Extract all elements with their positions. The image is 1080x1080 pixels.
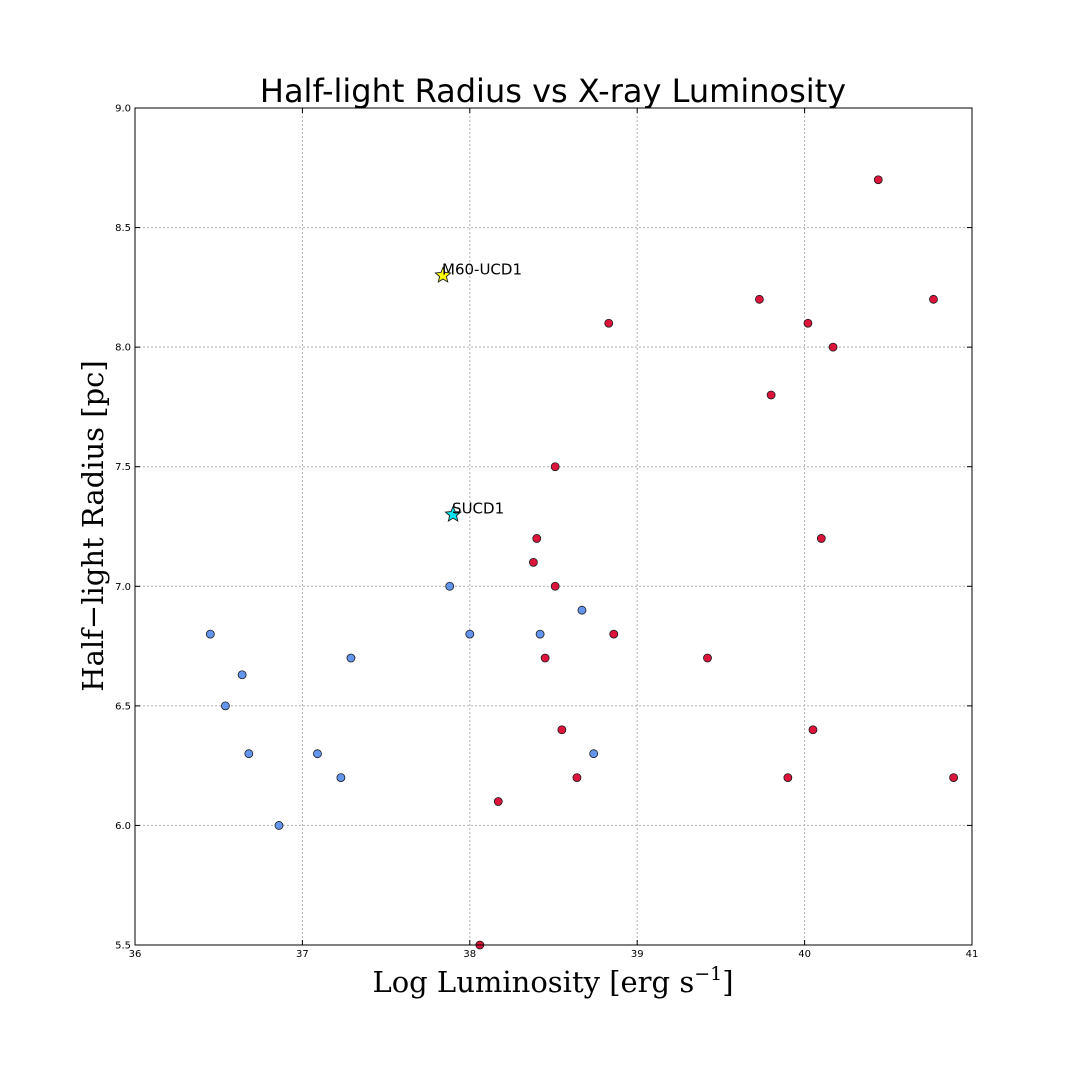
series-2-point xyxy=(755,294,764,304)
plot-frame xyxy=(134,107,973,946)
series-1-point xyxy=(465,629,475,639)
series-2-point xyxy=(766,390,776,400)
series-2-point xyxy=(550,462,560,472)
x-tick-label: 40 xyxy=(798,949,811,960)
annotations: M60-UCD1 SUCD1 xyxy=(434,260,522,522)
series-1-point xyxy=(336,773,346,782)
series-1-point xyxy=(535,629,545,639)
x-tick-label: 37 xyxy=(296,949,309,960)
y-axis-ticks: 5.5 6.0 6.5 7.0 7.5 8.0 8.5 9.0 xyxy=(115,104,972,952)
x-axis-label-exponent: −1 xyxy=(694,963,722,985)
series-1-point xyxy=(205,629,215,639)
x-axis-label-main: Log Luminosity [erg s xyxy=(372,965,694,999)
x-axis-label: Log Luminosity [erg s−1] xyxy=(372,963,733,999)
series-2-point xyxy=(803,318,813,328)
y-tick-label: 8.0 xyxy=(115,343,131,354)
series-2-point xyxy=(609,629,619,639)
series-1-point xyxy=(577,605,587,615)
y-tick-label: 6.0 xyxy=(115,821,131,832)
x-tick-label: 39 xyxy=(631,949,644,960)
series-1-point xyxy=(445,581,455,591)
y-tick-label: 5.5 xyxy=(115,941,131,952)
chart-title: Half-light Radius vs X-ray Luminosity xyxy=(260,72,846,110)
y-tick-label: 9.0 xyxy=(115,104,131,115)
data-series xyxy=(205,175,958,950)
y-axis-label: Half−light Radius [pc] xyxy=(76,360,110,691)
x-tick-label: 41 xyxy=(966,949,979,960)
series-2-point xyxy=(808,725,818,735)
series-2-point xyxy=(828,342,838,352)
x-axis-label-close: ] xyxy=(722,965,733,999)
series-2-point xyxy=(493,797,503,806)
x-tick-label: 38 xyxy=(463,949,476,960)
series-2-point xyxy=(529,557,538,567)
series-1-point xyxy=(274,821,284,830)
series-2-point xyxy=(929,294,938,304)
y-tick-label: 7.5 xyxy=(115,462,131,473)
series-2-point xyxy=(557,725,567,735)
series-2-point xyxy=(540,653,550,663)
annotation-label: SUCD1 xyxy=(452,500,504,518)
series-1-point xyxy=(589,749,599,759)
series-2-point xyxy=(604,318,614,328)
series-1-point xyxy=(346,653,356,663)
series-1-point xyxy=(313,749,322,759)
series-2-point xyxy=(949,773,958,782)
series-1-point xyxy=(237,670,247,680)
y-tick-label: 8.5 xyxy=(115,223,131,234)
x-tick-label: 36 xyxy=(129,949,142,960)
series-2-point xyxy=(703,653,712,663)
series-2-point xyxy=(572,773,582,782)
annotation-label: M60-UCD1 xyxy=(442,260,522,278)
series-2-point xyxy=(783,773,793,782)
star-marker xyxy=(434,266,452,283)
y-tick-label: 6.5 xyxy=(115,701,131,712)
grid-lines xyxy=(135,108,972,945)
x-axis-ticks: 36 37 38 39 40 41 xyxy=(129,108,979,960)
y-tick-label: 7.0 xyxy=(115,582,131,593)
series-1-point xyxy=(244,749,254,759)
star-marker xyxy=(444,505,462,522)
series-2-point xyxy=(550,581,560,591)
series-2-point xyxy=(532,534,542,543)
series-2-point xyxy=(816,534,826,543)
series-2-point xyxy=(873,175,883,185)
series-1-point xyxy=(220,701,230,711)
